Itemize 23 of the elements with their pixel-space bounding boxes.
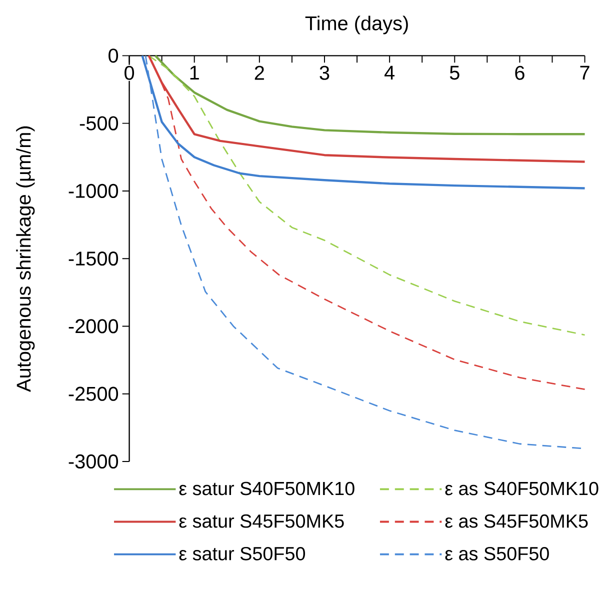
legend-label: ε as S45F50MK5 [445, 514, 588, 528]
y-tick-label: -2000 [68, 319, 118, 334]
legend-label: ε satur S40F50MK10 [179, 482, 354, 496]
legend-label: ε as S40F50MK10 [445, 482, 598, 496]
x-tick-label: 7 [580, 66, 590, 80]
legend-label: ε satur S45F50MK5 [179, 514, 344, 528]
x-tick-label: 6 [515, 66, 524, 80]
y-tick-label: -500 [80, 116, 118, 131]
x-tick-label: 3 [320, 66, 330, 80]
y-tick-label: -2500 [68, 386, 118, 402]
legend-label: ε satur S50F50 [179, 547, 306, 561]
y-tick-label: -1500 [68, 252, 118, 266]
y-tick-label: -3000 [68, 454, 118, 469]
legend-label: ε as S50F50 [445, 547, 549, 561]
y-tick-label: 0 [108, 48, 118, 63]
x-tick-label: 5 [450, 66, 460, 80]
x-tick-label: 0 [124, 66, 134, 80]
y-tick-label: -1000 [68, 184, 118, 198]
x-axis-title: Time (days) [305, 16, 408, 34]
x-tick-label: 1 [190, 66, 199, 80]
y-axis-title: Autogenous shrinkage (µm/m) [16, 126, 35, 392]
x-tick-label: 2 [254, 66, 264, 80]
x-tick-label: 4 [384, 66, 395, 80]
